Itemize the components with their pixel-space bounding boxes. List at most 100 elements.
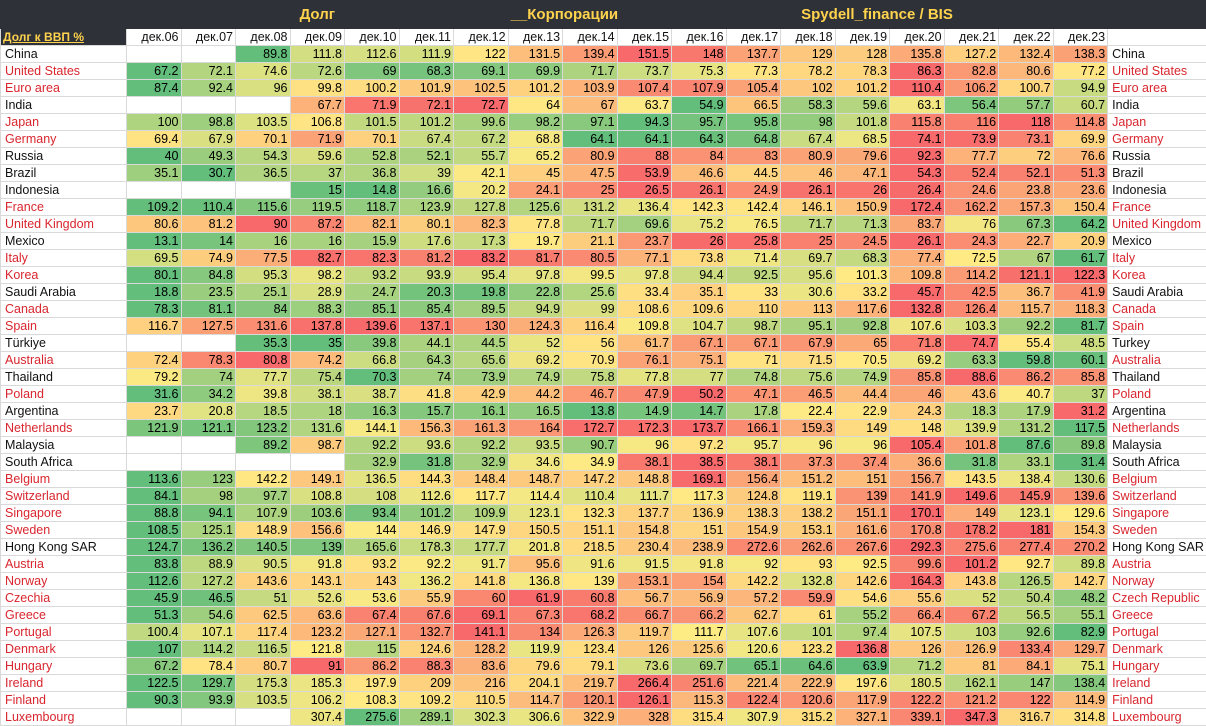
value-cell[interactable]: 97.4 <box>835 624 890 641</box>
value-cell[interactable]: 151 <box>835 471 890 488</box>
value-cell[interactable]: 68.8 <box>508 131 563 148</box>
value-cell[interactable]: 92.2 <box>345 437 400 454</box>
value-cell[interactable]: 69.2 <box>508 352 563 369</box>
value-cell[interactable]: 68.3 <box>399 63 454 80</box>
value-cell[interactable]: 107.9 <box>236 505 291 522</box>
value-cell[interactable]: 262.6 <box>781 539 836 556</box>
value-cell[interactable]: 60 <box>454 590 509 607</box>
value-cell[interactable]: 25 <box>563 182 618 199</box>
value-cell[interactable]: 143.5 <box>944 471 999 488</box>
value-cell[interactable]: 77.8 <box>508 216 563 233</box>
year-header[interactable]: дек.23 <box>1053 29 1108 46</box>
value-cell[interactable]: 75.1 <box>672 352 727 369</box>
value-cell[interactable]: 74.7 <box>944 335 999 352</box>
value-cell[interactable]: 84 <box>672 148 727 165</box>
value-cell[interactable]: 25 <box>781 233 836 250</box>
value-cell[interactable]: 70.9 <box>563 352 618 369</box>
value-cell[interactable]: 289.1 <box>399 709 454 726</box>
value-cell[interactable]: 20.9 <box>1053 233 1108 250</box>
value-cell[interactable]: 25.1 <box>236 284 291 301</box>
value-cell[interactable]: 50.2 <box>672 386 727 403</box>
value-cell[interactable]: 275.6 <box>345 709 400 726</box>
value-cell[interactable]: 148 <box>672 46 727 63</box>
value-cell[interactable]: 101 <box>781 624 836 641</box>
value-cell[interactable]: 103 <box>944 624 999 641</box>
value-cell[interactable]: 91.5 <box>617 556 672 573</box>
value-cell[interactable]: 131.6 <box>236 318 291 335</box>
country-label[interactable]: Germany <box>1 131 127 148</box>
value-cell[interactable]: 64.3 <box>672 131 727 148</box>
value-cell[interactable]: 93.2 <box>345 556 400 573</box>
value-cell[interactable]: 71.2 <box>890 658 945 675</box>
value-cell[interactable]: 139.6 <box>345 318 400 335</box>
value-cell[interactable]: 45.7 <box>890 284 945 301</box>
value-cell[interactable]: 71.7 <box>563 63 618 80</box>
value-cell[interactable]: 123.2 <box>290 624 345 641</box>
value-cell[interactable]: 47.5 <box>563 165 618 182</box>
value-cell[interactable]: 148.7 <box>508 471 563 488</box>
value-cell[interactable]: 99.6 <box>454 114 509 131</box>
value-cell[interactable]: 157.3 <box>999 199 1054 216</box>
value-cell[interactable]: 22.4 <box>781 403 836 420</box>
value-cell[interactable]: 59.9 <box>781 590 836 607</box>
value-cell[interactable]: 138.4 <box>999 471 1054 488</box>
value-cell[interactable]: 69.1 <box>454 63 509 80</box>
value-cell[interactable]: 131.6 <box>290 420 345 437</box>
value-cell[interactable]: 35 <box>290 335 345 352</box>
value-cell[interactable]: 68.3 <box>835 250 890 267</box>
year-header[interactable]: дек.09 <box>290 29 345 46</box>
value-cell[interactable]: 109.2 <box>399 692 454 709</box>
value-cell[interactable]: 121.8 <box>290 641 345 658</box>
country-label-right[interactable]: Germany <box>1108 131 1206 148</box>
value-cell[interactable]: 86.2 <box>345 658 400 675</box>
value-cell[interactable]: 92.2 <box>399 556 454 573</box>
value-cell[interactable]: 117.4 <box>236 624 291 641</box>
value-cell[interactable]: 80.9 <box>563 148 618 165</box>
value-cell[interactable]: 67.2 <box>127 658 182 675</box>
value-cell[interactable]: 230.4 <box>617 539 672 556</box>
value-cell[interactable]: 238.9 <box>672 539 727 556</box>
value-cell[interactable]: 151.5 <box>617 46 672 63</box>
value-cell[interactable]: 95.4 <box>454 267 509 284</box>
value-cell[interactable]: 21.1 <box>563 233 618 250</box>
value-cell[interactable]: 111.9 <box>399 46 454 63</box>
value-cell[interactable]: 16.3 <box>345 403 400 420</box>
value-cell[interactable]: 218.5 <box>563 539 618 556</box>
value-cell[interactable]: 36.8 <box>345 165 400 182</box>
country-label-right[interactable]: India <box>1108 97 1206 114</box>
value-cell[interactable]: 142.2 <box>726 573 781 590</box>
value-cell[interactable]: 23.7 <box>617 233 672 250</box>
country-label-right[interactable]: France <box>1108 199 1206 216</box>
value-cell[interactable]: 46.7 <box>563 386 618 403</box>
value-cell[interactable]: 277.4 <box>999 539 1054 556</box>
value-cell[interactable]: 115 <box>345 641 400 658</box>
value-cell[interactable]: 90 <box>236 216 291 233</box>
country-label[interactable]: Italy <box>1 250 127 267</box>
value-cell[interactable]: 87.6 <box>999 437 1054 454</box>
value-cell[interactable]: 98.2 <box>290 267 345 284</box>
value-cell[interactable]: 83.8 <box>127 556 182 573</box>
year-header[interactable]: дек.18 <box>781 29 836 46</box>
value-cell[interactable]: 101.2 <box>835 80 890 97</box>
value-cell[interactable]: 62.7 <box>726 607 781 624</box>
value-cell[interactable]: 117.9 <box>835 692 890 709</box>
value-cell[interactable]: 119.7 <box>617 624 672 641</box>
value-cell[interactable]: 41.9 <box>1053 284 1108 301</box>
value-cell[interactable]: 109.2 <box>127 199 182 216</box>
value-cell[interactable]: 128.2 <box>454 641 509 658</box>
value-cell[interactable]: 93.6 <box>399 437 454 454</box>
value-cell[interactable]: 14 <box>181 233 236 250</box>
value-cell[interactable]: 251.6 <box>672 675 727 692</box>
value-cell[interactable] <box>181 335 236 352</box>
value-cell[interactable]: 44.4 <box>835 386 890 403</box>
value-cell[interactable]: 45 <box>508 165 563 182</box>
value-cell[interactable]: 209 <box>399 675 454 692</box>
value-cell[interactable]: 106.8 <box>290 114 345 131</box>
value-cell[interactable]: 24.7 <box>345 284 400 301</box>
value-cell[interactable]: 74.1 <box>890 131 945 148</box>
value-cell[interactable]: 73.7 <box>617 63 672 80</box>
value-cell[interactable]: 17.6 <box>399 233 454 250</box>
value-cell[interactable]: 88.3 <box>290 301 345 318</box>
value-cell[interactable]: 25.6 <box>563 284 618 301</box>
value-cell[interactable]: 46.5 <box>781 386 836 403</box>
